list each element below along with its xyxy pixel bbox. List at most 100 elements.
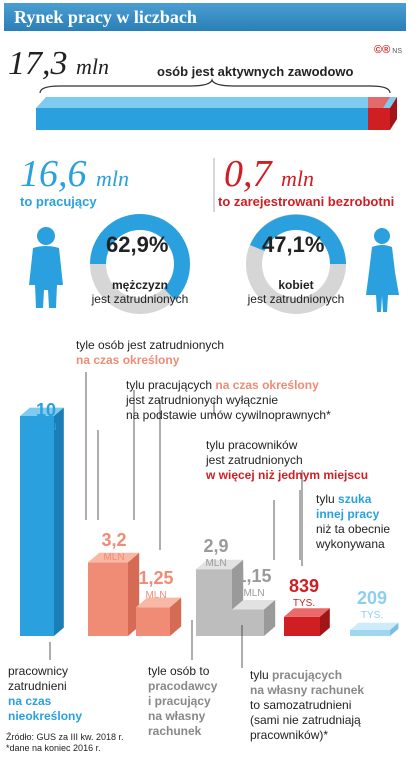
ann-multi-2: jest zatrudnionych — [206, 453, 303, 467]
bar-label-3-num: 2,9 — [203, 536, 229, 556]
bar-label-5-num: 839 — [288, 576, 320, 596]
bar-label-2: 1,25 MLN — [134, 568, 178, 604]
bar-label-5-unit: TYS. — [292, 598, 316, 609]
bar-label-4: 1,15 MLN — [232, 566, 276, 602]
ann-perm-3: na czas — [8, 694, 52, 708]
unemployed-label: to zarejestrowani bezrobotni — [218, 194, 395, 209]
total-unit: mln — [76, 54, 109, 79]
bar-label-1: 3,2 MLN — [92, 530, 136, 566]
unemployed-number: 0,7 — [224, 153, 272, 195]
bar-label-0-unit: MLN — [35, 422, 57, 433]
bar-label-4-num: 1,15 — [236, 566, 272, 586]
bar-5-front — [284, 616, 320, 636]
ann-empl-4: na własny — [148, 709, 206, 723]
ann-empl-1: tyle osób to — [148, 664, 210, 678]
ann-empl-2: pracodawcy — [148, 679, 218, 693]
men-caption: mężczyzn jest zatrudnionych — [80, 278, 200, 306]
ann-perm-4: nieokreślony — [8, 709, 83, 723]
ann-self-4: (sami nie zatrudniają — [250, 713, 361, 727]
bar-3-top — [196, 559, 244, 570]
bar-label-6-unit: TYS. — [360, 610, 384, 621]
ann-fixed-term: tyle osób jest zatrudnionych na czas okr… — [76, 338, 224, 368]
bar-1-top — [88, 552, 140, 563]
ann-empl-5: rachunek — [148, 724, 202, 738]
women-caption: kobiet jest zatrudnionych — [236, 278, 356, 306]
bar-label-4-unit: MLN — [243, 588, 265, 599]
ann-multi-3: w więcej niż jednym miejscu — [206, 468, 369, 482]
women-pie — [246, 214, 346, 314]
publisher-badge: ©® NS — [374, 44, 402, 56]
ann-fixed-term-line1: tyle osób jest zatrudnionych — [76, 338, 225, 352]
total-number: 17,3 — [8, 45, 68, 82]
bar-5-side — [320, 608, 330, 636]
ann-civil: tylu pracujących na czas określony jest … — [126, 378, 331, 423]
unemployed-bar-top — [368, 97, 390, 108]
ann-self: tylu pracujących na własny rachunek to s… — [250, 668, 364, 743]
bar-label-1-unit: MLN — [103, 552, 125, 563]
ann-permanent: pracownicy zatrudnieni na czas nieokreśl… — [8, 664, 82, 724]
woman-silhouette-icon — [366, 228, 399, 312]
ann-seek-4: wykonywana — [316, 537, 385, 551]
bar-label-2-num: 1,25 — [138, 568, 174, 588]
total-bar-top — [36, 97, 397, 108]
bar-0-top — [20, 407, 64, 416]
ann-seek: tylu szuka innej pracy niż ta obecnie wy… — [316, 492, 390, 552]
bar-2-top — [136, 597, 182, 608]
bar-label-5: 839 TYS. — [282, 576, 326, 612]
bar-6-front — [350, 630, 390, 636]
bar-4-side — [264, 599, 276, 636]
unemployed-unit: mln — [281, 166, 314, 191]
ann-self-3: to samozatrudnieni — [250, 698, 352, 712]
ann-perm-1: pracownicy — [8, 664, 69, 678]
women-pct: 47,1% — [262, 232, 325, 257]
man-silhouette-icon — [29, 227, 63, 308]
bar-4-front — [232, 609, 264, 636]
men-who: mężczyzn — [111, 278, 169, 292]
bar-2-front — [136, 607, 170, 636]
ann-civil-2: jest zatrudnionych wyłącznie — [126, 393, 279, 407]
author-initials: NS — [392, 48, 402, 55]
ann-perm-2: zatrudnieni — [8, 679, 67, 693]
bar-0-side — [54, 407, 64, 636]
employed-value: 16,6 mln — [20, 152, 129, 196]
bar-label-2-unit: MLN — [145, 590, 167, 601]
men-pct: 62,9% — [106, 232, 169, 257]
bar-label-6-num: 209 — [356, 588, 388, 608]
bar-1-front — [88, 562, 128, 636]
ann-fixed-term-line2: na czas określony — [76, 353, 180, 367]
bracket-line — [39, 78, 391, 94]
logo-icon: ©® — [374, 44, 391, 56]
bar-3-front — [196, 569, 232, 636]
men-rest: jest zatrudnionych — [91, 292, 189, 306]
employed-bar — [36, 108, 368, 130]
ann-self-5: pracowników)* — [250, 728, 329, 742]
header-bar: Rynek pracy w liczbach — [4, 3, 406, 31]
bar-label-1-num: 3,2 — [101, 530, 127, 550]
ann-employers: tyle osób to pracodawcy i pracujący na w… — [148, 664, 217, 739]
total-bar-side — [390, 97, 397, 130]
employed-unit: mln — [96, 166, 129, 191]
women-who: kobiet — [278, 278, 314, 292]
ann-seek-1a: tylu — [316, 492, 339, 506]
leader-lines — [49, 372, 303, 668]
unemployed-bar — [368, 108, 390, 130]
ann-seek-1b: szuka — [338, 492, 372, 506]
bar-label-6: 209 TYS. — [350, 588, 394, 624]
bar-2-side — [170, 597, 182, 636]
ann-self-1b: pracujących — [272, 668, 343, 682]
ann-self-2: na własny rachunek — [250, 683, 365, 697]
men-pie — [90, 214, 191, 314]
source-note: Źródło: GUS za III kw. 2018 r. *dane na … — [6, 732, 124, 754]
bar-label-0: 10 MLN — [24, 401, 68, 436]
bar-label-3: 2,9 MLN — [194, 536, 238, 572]
ann-civil-1a: tylu pracujących — [126, 378, 216, 392]
ann-civil-3: na podstawie umów cywilnoprawnych* — [126, 408, 331, 422]
source-line2: *dane na koniec 2016 r. — [6, 743, 101, 753]
source-line1: Źródło: GUS za III kw. 2018 r. — [6, 732, 124, 742]
page-title: Rynek pracy w liczbach — [14, 7, 197, 27]
total-value: 17,3 mln — [8, 45, 109, 83]
ann-multi-1: tylu pracowników — [206, 438, 298, 452]
ann-civil-1b: na czas określony — [215, 378, 319, 392]
